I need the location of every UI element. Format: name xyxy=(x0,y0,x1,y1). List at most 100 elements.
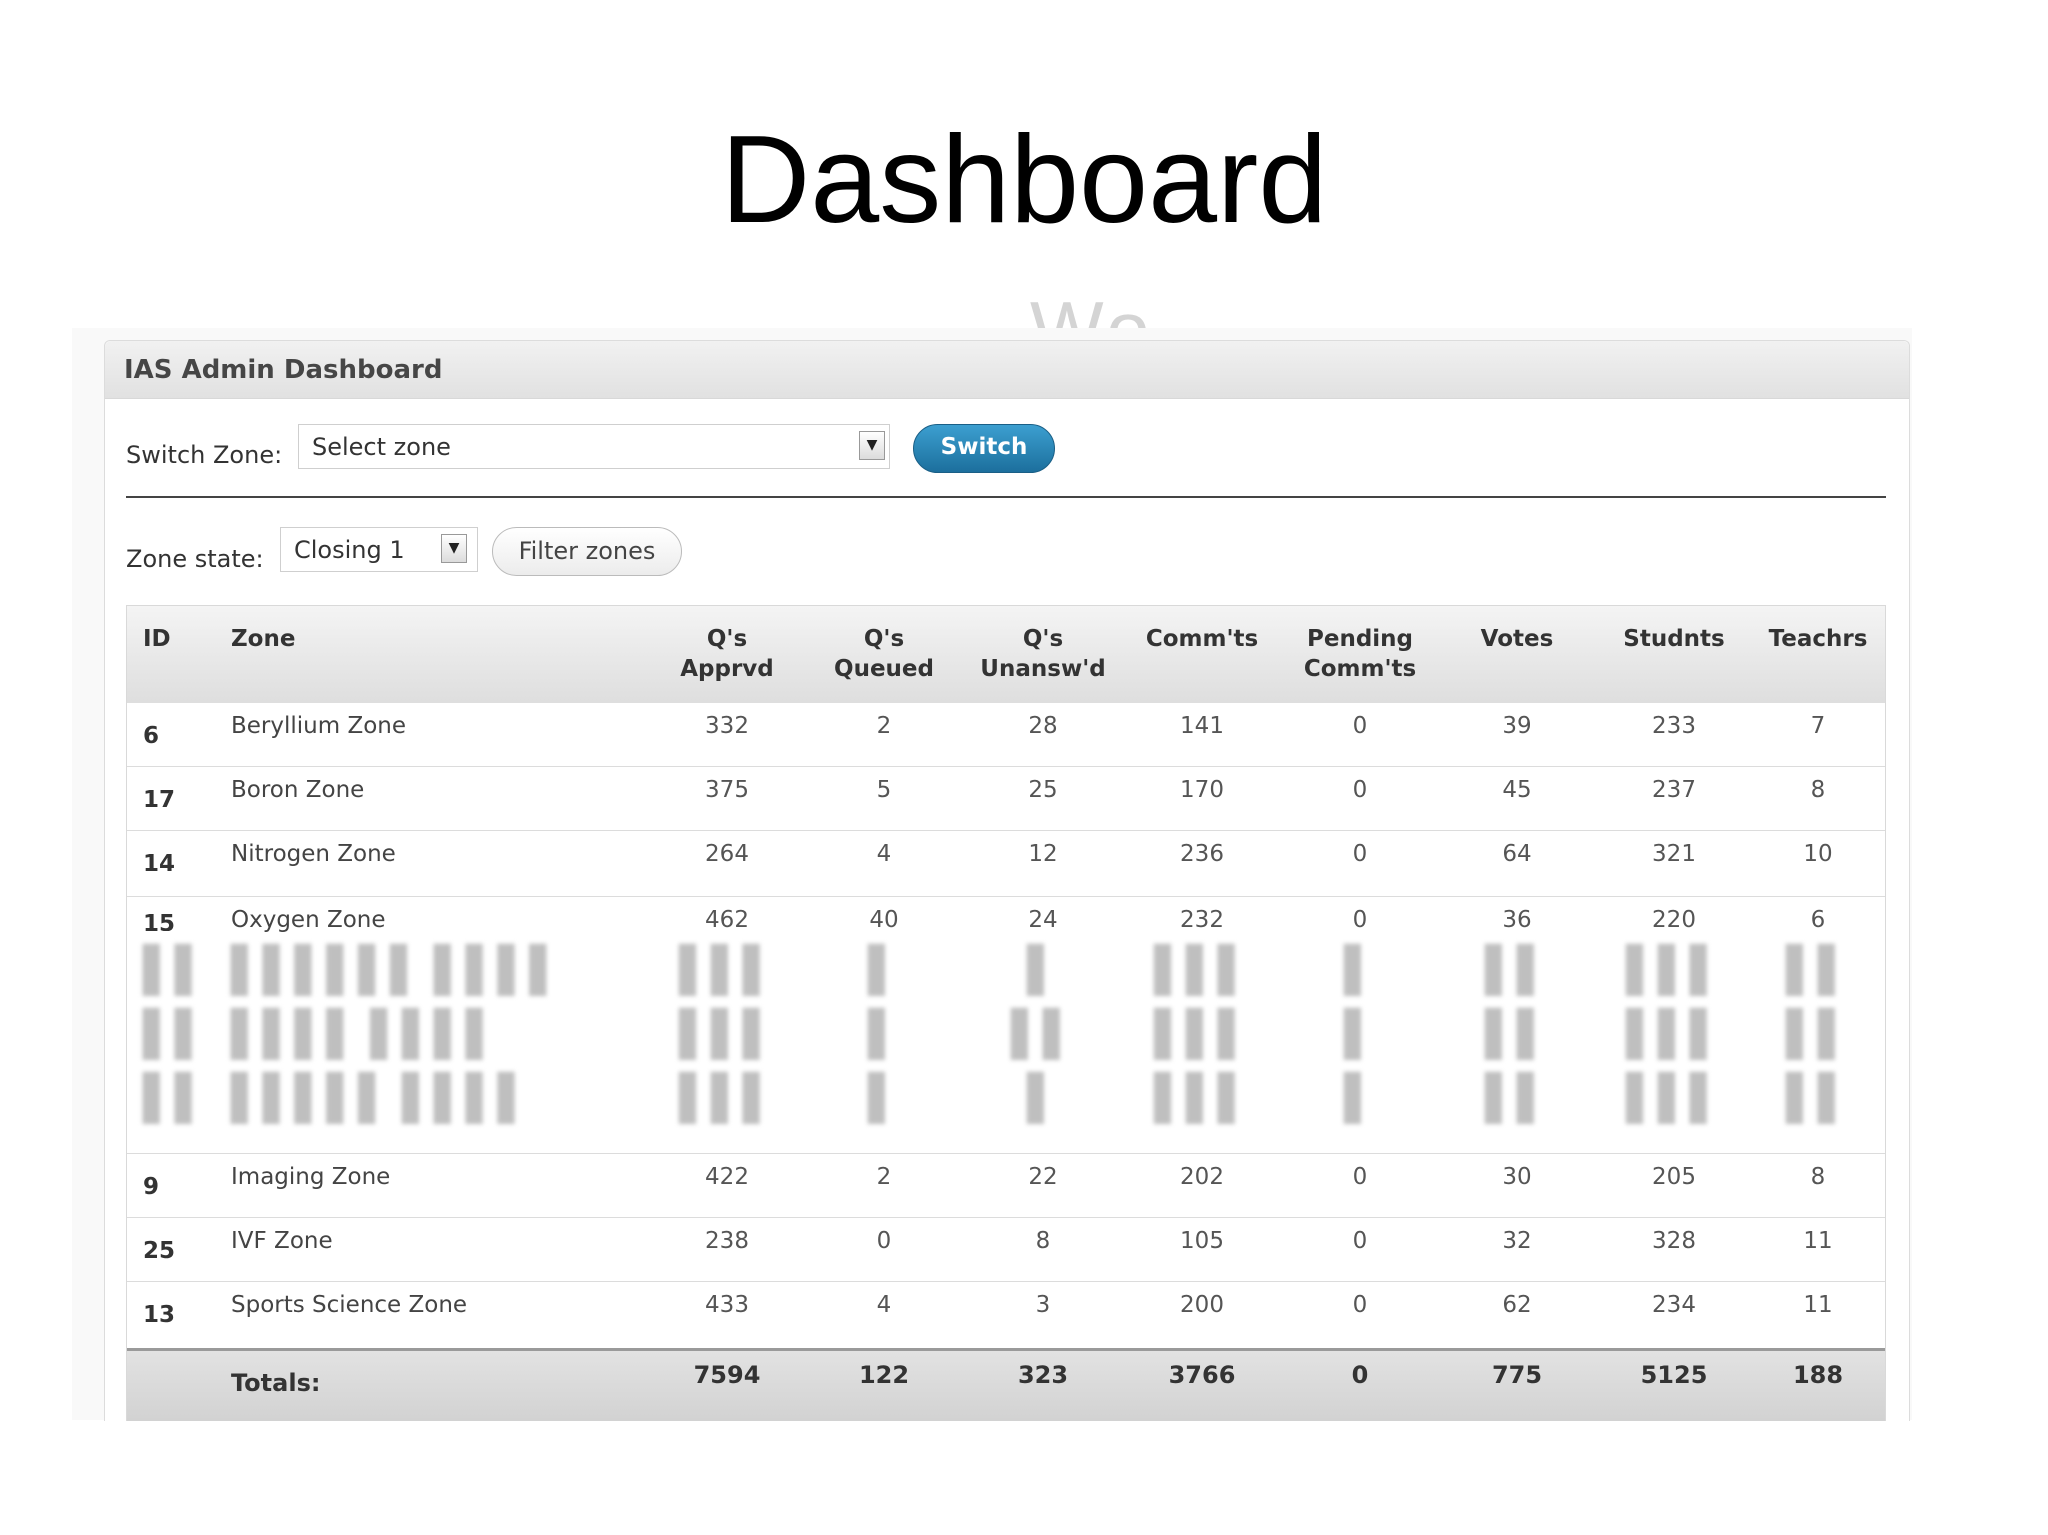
header-line: Queued xyxy=(834,656,934,682)
table-row: 14 Nitrogen Zone 264 4 12 236 0 64 321 1… xyxy=(127,831,1885,897)
row-queued: 2 xyxy=(876,713,892,739)
chevron-down-icon[interactable]: ▼ xyxy=(859,431,885,460)
redacted-row: ▌▌ ▌▌▌▌ ▌▌▌▌ ▌▌▌ ▌ ▌▌ ▌▌▌ ▌ ▌▌ ▌▌▌ ▌▌ xyxy=(143,1009,1852,1060)
switch-zone-select-value: Select zone xyxy=(312,433,451,461)
row-teachers: 7 xyxy=(1810,713,1826,739)
zone-state-select[interactable]: Closing 1 ▼ xyxy=(280,527,478,572)
row-votes: 36 xyxy=(1502,907,1532,933)
header-line: Q's xyxy=(1022,626,1064,652)
row-votes: 62 xyxy=(1502,1292,1532,1318)
row-teachers: 10 xyxy=(1803,841,1833,867)
row-id: 25 xyxy=(143,1238,176,1264)
row-teachers: 11 xyxy=(1803,1228,1833,1254)
column-header-qs-unanswered[interactable]: Q's Unansw'd xyxy=(980,624,1105,684)
row-students: 237 xyxy=(1652,777,1696,803)
row-pending: 0 xyxy=(1352,1292,1368,1318)
total-pending: 0 xyxy=(1351,1361,1369,1389)
screenshot-area: IAS Admin Dashboard Switch Zone: Select … xyxy=(72,328,1912,1421)
row-comments: 236 xyxy=(1180,841,1224,867)
filter-zones-button[interactable]: Filter zones xyxy=(492,527,682,576)
row-votes: 32 xyxy=(1502,1228,1532,1254)
row-pending: 0 xyxy=(1352,907,1368,933)
switch-zone-label: Switch Zone: xyxy=(126,441,283,469)
divider xyxy=(126,496,1886,498)
row-teachers: 6 xyxy=(1810,907,1826,933)
table-row: 25 IVF Zone 238 0 8 105 0 32 328 11 xyxy=(127,1218,1885,1282)
row-approved: 264 xyxy=(705,841,749,867)
row-comments: 105 xyxy=(1180,1228,1224,1254)
row-unanswered: 28 xyxy=(1028,713,1058,739)
row-comments: 170 xyxy=(1180,777,1224,803)
panel-title: IAS Admin Dashboard xyxy=(124,355,443,385)
row-pending: 0 xyxy=(1352,713,1368,739)
slide-title: Dashboard xyxy=(720,111,1328,249)
table-row: 15 Oxygen Zone 462 40 24 232 0 36 220 6 … xyxy=(127,897,1885,1154)
column-header-qs-approved[interactable]: Q's Apprvd xyxy=(680,624,774,684)
zone-state-label: Zone state: xyxy=(126,545,264,573)
header-line: Teachrs xyxy=(1768,626,1868,652)
row-id: 9 xyxy=(143,1174,160,1200)
column-header-id[interactable]: ID xyxy=(143,626,171,652)
row-students: 234 xyxy=(1652,1292,1696,1318)
row-queued: 0 xyxy=(876,1228,892,1254)
zone-state-select-value: Closing 1 xyxy=(294,536,405,564)
row-unanswered: 8 xyxy=(1035,1228,1051,1254)
row-queued: 2 xyxy=(876,1164,892,1190)
row-zone-name[interactable]: Boron Zone xyxy=(231,777,365,803)
row-approved: 433 xyxy=(705,1292,749,1318)
row-comments: 141 xyxy=(1180,713,1224,739)
row-queued: 4 xyxy=(876,841,892,867)
row-queued: 4 xyxy=(876,1292,892,1318)
totals-label: Totals: xyxy=(231,1369,321,1397)
row-zone-name[interactable]: Sports Science Zone xyxy=(231,1292,468,1318)
row-unanswered: 24 xyxy=(1028,907,1058,933)
row-students: 205 xyxy=(1652,1164,1696,1190)
totals-row: Totals: 7594 122 323 3766 0 775 5125 188 xyxy=(127,1348,1885,1421)
row-teachers: 11 xyxy=(1803,1292,1833,1318)
redacted-row: ▌▌ ▌▌▌▌▌▌ ▌▌▌▌ ▌▌▌ ▌ ▌ ▌▌▌ ▌ ▌▌ ▌▌▌ ▌▌ xyxy=(143,945,1852,996)
row-students: 220 xyxy=(1652,907,1696,933)
row-zone-name[interactable]: Imaging Zone xyxy=(231,1164,391,1190)
row-queued: 5 xyxy=(876,777,892,803)
chevron-down-icon[interactable]: ▼ xyxy=(441,534,467,563)
column-header-teachers[interactable]: Teachrs xyxy=(1769,624,1868,654)
row-pending: 0 xyxy=(1352,841,1368,867)
row-id: 13 xyxy=(143,1302,176,1328)
row-id: 14 xyxy=(143,851,176,877)
row-id: 15 xyxy=(143,911,176,931)
row-unanswered: 12 xyxy=(1028,841,1058,867)
row-id: 6 xyxy=(143,723,160,749)
table-row: 6 Beryllium Zone 332 2 28 141 0 39 233 7 xyxy=(127,703,1885,767)
switch-button[interactable]: Switch xyxy=(913,424,1055,473)
row-zone-name[interactable]: Nitrogen Zone xyxy=(231,841,396,867)
row-zone-name[interactable]: Oxygen Zone xyxy=(231,907,386,933)
row-students: 233 xyxy=(1652,713,1696,739)
column-header-qs-queued[interactable]: Q's Queued xyxy=(834,624,934,684)
column-header-votes[interactable]: Votes xyxy=(1481,624,1554,654)
zones-table: ID Zone Q's Apprvd Q's Queued Q's Unansw… xyxy=(126,605,1886,1421)
row-zone-name[interactable]: IVF Zone xyxy=(231,1228,333,1254)
total-approved: 7594 xyxy=(693,1361,761,1389)
row-teachers: 8 xyxy=(1810,1164,1826,1190)
row-zone-name[interactable]: Beryllium Zone xyxy=(231,713,407,739)
row-unanswered: 3 xyxy=(1035,1292,1051,1318)
table-row: 17 Boron Zone 375 5 25 170 0 45 237 8 xyxy=(127,767,1885,831)
switch-zone-select[interactable]: Select zone ▼ xyxy=(298,424,890,469)
column-header-zone[interactable]: Zone xyxy=(231,626,296,652)
header-line: Pending xyxy=(1306,626,1413,652)
row-teachers: 8 xyxy=(1810,777,1826,803)
row-comments: 200 xyxy=(1180,1292,1224,1318)
column-header-students[interactable]: Studnts xyxy=(1623,624,1724,654)
table-row: 13 Sports Science Zone 433 4 3 200 0 62 … xyxy=(127,1282,1885,1348)
redacted-row: ▌▌ ▌▌▌▌▌ ▌▌▌▌ ▌▌▌ ▌ ▌ ▌▌▌ ▌ ▌▌ ▌▌▌ ▌▌ xyxy=(143,1073,1852,1124)
column-header-comments[interactable]: Comm'ts xyxy=(1146,624,1258,654)
row-queued: 40 xyxy=(869,907,899,933)
row-votes: 39 xyxy=(1502,713,1532,739)
row-approved: 462 xyxy=(705,907,749,933)
row-approved: 332 xyxy=(705,713,749,739)
row-students: 321 xyxy=(1652,841,1696,867)
row-students: 328 xyxy=(1652,1228,1696,1254)
row-comments: 232 xyxy=(1180,907,1224,933)
column-header-pending-comments[interactable]: Pending Comm'ts xyxy=(1304,624,1416,684)
admin-dashboard-panel: IAS Admin Dashboard Switch Zone: Select … xyxy=(104,340,1910,1421)
